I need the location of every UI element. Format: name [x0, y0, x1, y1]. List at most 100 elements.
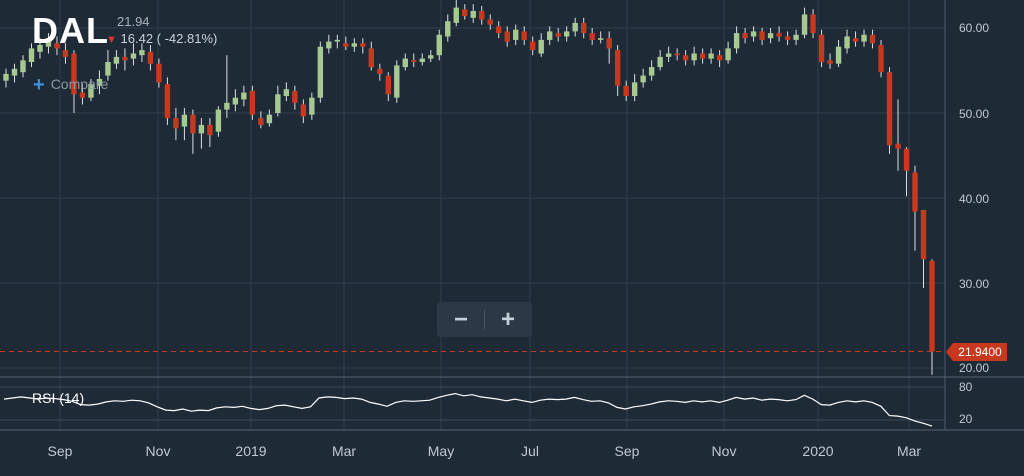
candle-body: [793, 34, 799, 40]
candle: [351, 38, 358, 52]
candle-body: [147, 51, 154, 64]
candle-body: [878, 45, 884, 73]
candle: [861, 29, 867, 47]
candle-body: [317, 46, 324, 98]
candle: [232, 89, 239, 112]
candle: [487, 14, 493, 30]
candle-body: [54, 43, 60, 49]
candle: [496, 21, 502, 39]
candle: [810, 9, 816, 39]
x-tick-label: Mar: [331, 443, 357, 459]
candle: [589, 28, 595, 45]
candle-body: [912, 172, 918, 212]
candle-body: [623, 85, 629, 96]
candle-body: [343, 43, 349, 47]
candle-body: [513, 29, 519, 40]
zoom-divider: [484, 310, 485, 329]
candle: [818, 29, 825, 68]
candle: [428, 50, 434, 62]
candle-body: [563, 31, 570, 37]
candle: [113, 50, 120, 69]
candle-body: [377, 68, 383, 74]
x-tick-label: 2020: [802, 443, 834, 459]
candle-body: [691, 53, 697, 61]
candle: [130, 43, 137, 66]
candle: [750, 26, 757, 42]
y-tick-label: 40.00: [959, 192, 990, 206]
candle-body: [300, 104, 307, 117]
candle-body: [71, 53, 77, 95]
candle-body: [232, 97, 239, 105]
candle-body: [750, 31, 757, 37]
candle: [844, 29, 850, 54]
candle-body: [326, 41, 332, 49]
candle-body: [580, 22, 587, 34]
candle: [733, 26, 740, 54]
candle-body: [640, 75, 646, 83]
candle-body: [835, 46, 842, 64]
candle-body: [742, 33, 748, 39]
candle-body: [530, 41, 536, 51]
candle: [827, 53, 833, 69]
candle-body: [614, 50, 621, 86]
candle: [895, 99, 901, 171]
candle: [597, 31, 604, 44]
candle-body: [682, 55, 689, 61]
candle: [181, 107, 188, 141]
candle: [699, 48, 706, 64]
candle-body: [156, 63, 162, 83]
candle: [377, 63, 383, 81]
x-tick-label: May: [427, 443, 455, 459]
rsi-tick-label: 80: [959, 380, 973, 394]
candle-body: [436, 34, 442, 56]
compare-button[interactable]: + Compare: [33, 74, 108, 97]
candle-body: [674, 53, 680, 56]
zoom-in-button[interactable]: +: [500, 306, 515, 333]
candle: [555, 28, 561, 42]
candle-body: [716, 55, 723, 61]
candle-body: [394, 65, 400, 98]
candle: [20, 55, 26, 78]
candle-body: [462, 9, 468, 17]
candle-body: [241, 92, 247, 100]
candle-body: [547, 31, 553, 40]
candle-body: [597, 38, 604, 40]
candle: [224, 55, 230, 119]
x-tick-label: Sep: [47, 443, 73, 459]
candle: [207, 118, 213, 147]
candle-body: [844, 36, 850, 49]
candle-body: [385, 75, 391, 95]
candle-body: [801, 14, 808, 35]
candle-body: [767, 33, 774, 39]
x-tick-label: Mar: [896, 443, 922, 459]
candle: [266, 109, 273, 127]
candle-body: [360, 43, 366, 47]
candle: [784, 31, 791, 45]
candle: [538, 33, 544, 57]
candle: [419, 53, 425, 66]
candle-body: [555, 33, 561, 37]
x-tick-label: 2019: [235, 443, 267, 459]
candle-body: [453, 7, 459, 23]
candle: [249, 85, 256, 120]
candle: [453, 0, 459, 27]
candle: [563, 26, 570, 42]
candle: [640, 68, 646, 88]
candle-body: [190, 114, 196, 134]
candle: [394, 60, 400, 103]
candle-body: [479, 11, 485, 20]
candle: [368, 41, 375, 71]
candle: [122, 48, 128, 71]
zoom-out-button[interactable]: −: [453, 306, 468, 333]
candle-body: [920, 209, 927, 260]
candle-body: [113, 56, 120, 64]
candle-body: [725, 48, 731, 61]
candle: [37, 38, 43, 59]
candle: [513, 24, 519, 45]
y-tick-label: 60.00: [959, 21, 990, 35]
candle-body: [861, 34, 867, 42]
candle-body: [173, 118, 179, 129]
rsi-tick-label: 20: [959, 412, 973, 426]
candle-body: [224, 102, 230, 110]
